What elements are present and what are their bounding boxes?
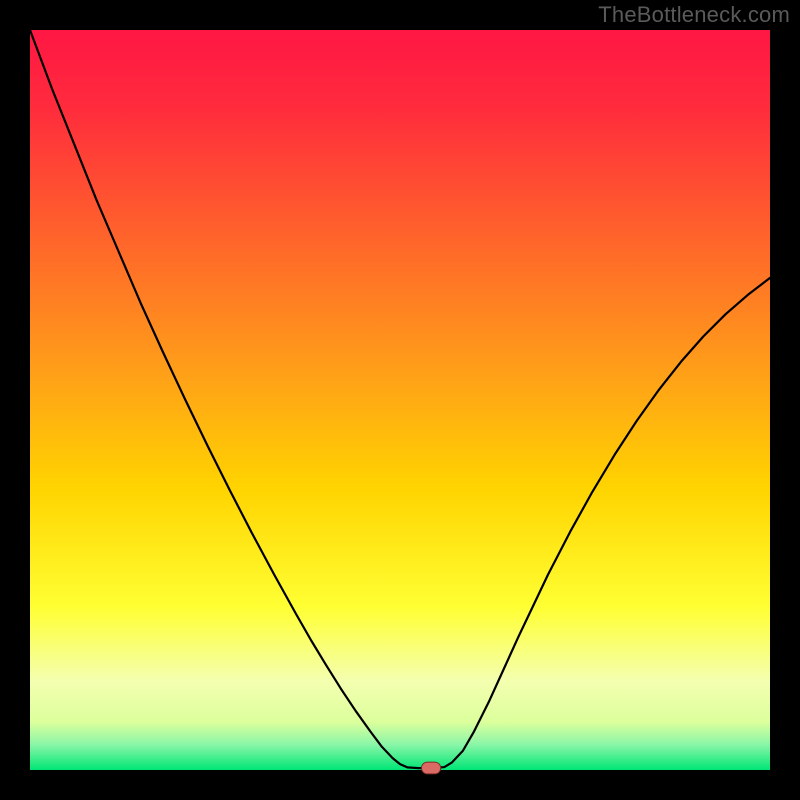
plot-background — [30, 30, 770, 770]
bottleneck-curve-chart — [0, 0, 800, 800]
optimal-point-marker — [421, 762, 440, 774]
watermark-text: TheBottleneck.com — [598, 2, 790, 28]
chart-container: TheBottleneck.com — [0, 0, 800, 800]
